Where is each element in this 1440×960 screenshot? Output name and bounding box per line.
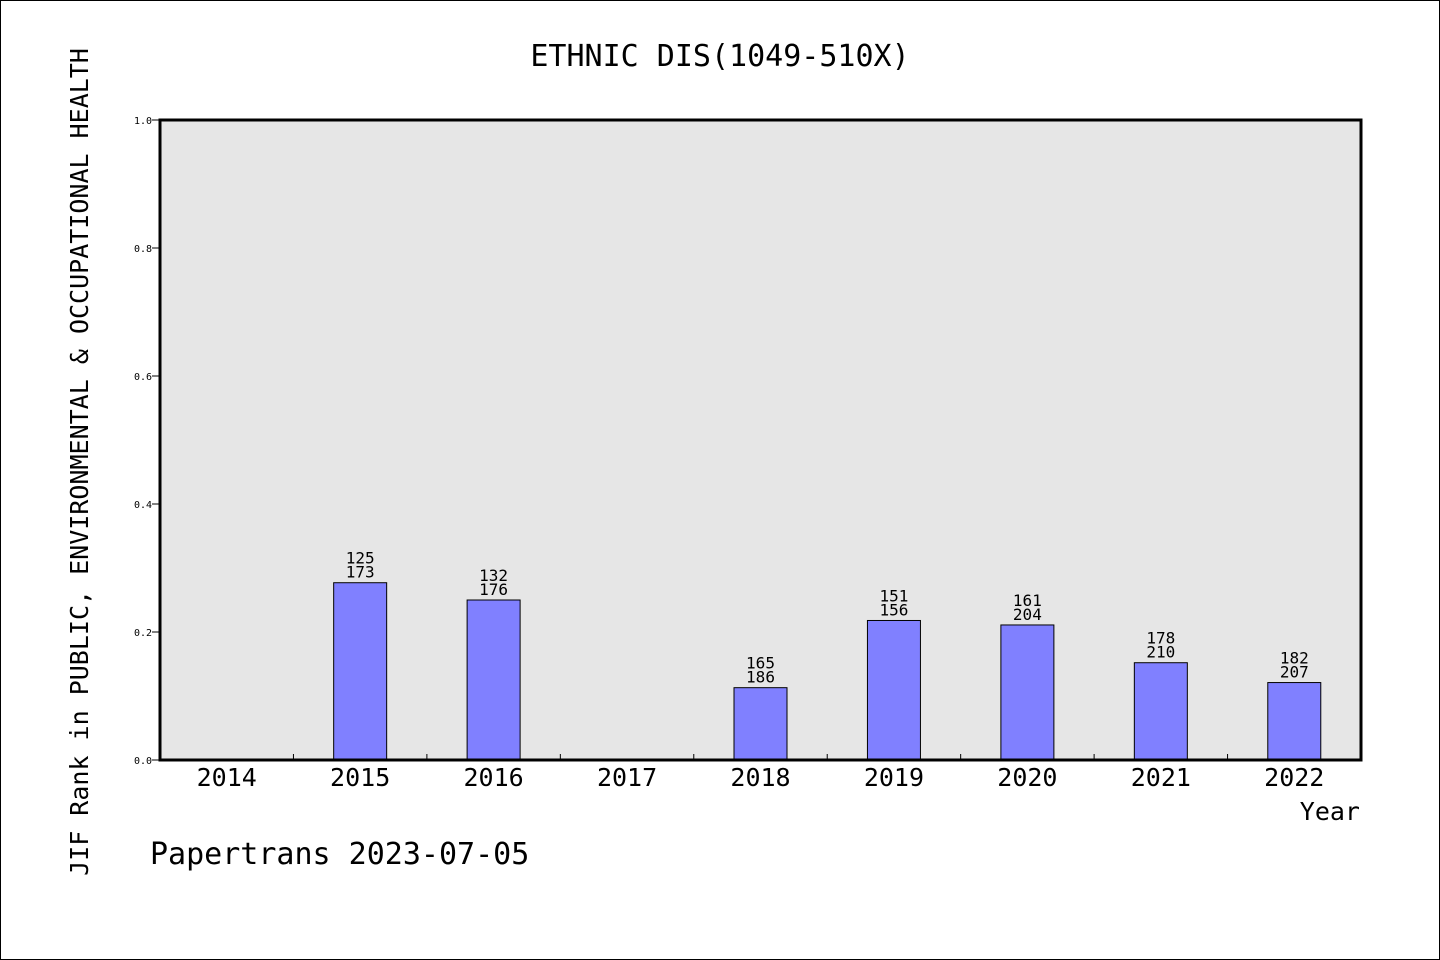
x-tick-label: 2017 [597,763,657,792]
bar-label-total: 156 [879,600,908,619]
bar-label-total: 186 [746,668,775,687]
bar-label-rank: 165 [746,654,775,673]
x-tick-label: 2022 [1264,763,1324,792]
y-tick-label: 0.6 [134,372,152,383]
bar [1133,662,1188,761]
bar-label-rank: 178 [1146,629,1175,648]
x-tick-label: 2015 [330,763,390,792]
plot-border [158,118,1363,762]
y-tick-label: 0.8 [134,244,152,255]
chart-title: ETHNIC DIS(1049-510X) [530,39,909,74]
x-axis: 2014 2015 2016 2017 2018 2019 2020 2021 2022 [197,754,1324,792]
x-tick-label: 2018 [730,763,790,792]
bar [333,582,388,761]
x-tick-label: 2016 [464,763,524,792]
y-tick-label: 1.0 [134,116,152,127]
x-tick-label: 2019 [864,763,924,792]
credit-text: Papertrans 2023-07-05 [150,837,529,872]
x-tick-label: 2021 [1131,763,1191,792]
y-tick-label: 0.0 [134,756,152,767]
bar-label-rank: 132 [479,566,508,585]
bar [866,619,921,761]
bar-label-total: 207 [1280,663,1309,682]
x-axis-label: Year [1300,797,1360,826]
bar-label-rank: 151 [879,586,908,605]
bar-label-rank: 161 [1013,591,1042,610]
bars-group [333,582,1322,761]
bar-label-total: 210 [1146,643,1175,662]
bar-label-total: 176 [479,580,508,599]
bar-label-rank: 125 [346,549,375,568]
bar [1267,682,1322,761]
y-tick-label: 0.4 [134,500,152,511]
bar [1000,624,1055,761]
bar-label-total: 204 [1013,605,1042,624]
bar-label-total: 173 [346,563,375,582]
y-tick-label: 0.2 [134,628,152,639]
y-axis: 0.0 0.2 0.4 0.6 0.8 1.0 [134,116,160,767]
bar [466,599,521,761]
bar [733,687,788,761]
y-axis-label: JIF Rank in PUBLIC, ENVIRONMENTAL & OCCU… [65,48,94,876]
x-tick-label: 2020 [997,763,1057,792]
bar-label-rank: 182 [1280,649,1309,668]
x-tick-label: 2014 [197,763,257,792]
